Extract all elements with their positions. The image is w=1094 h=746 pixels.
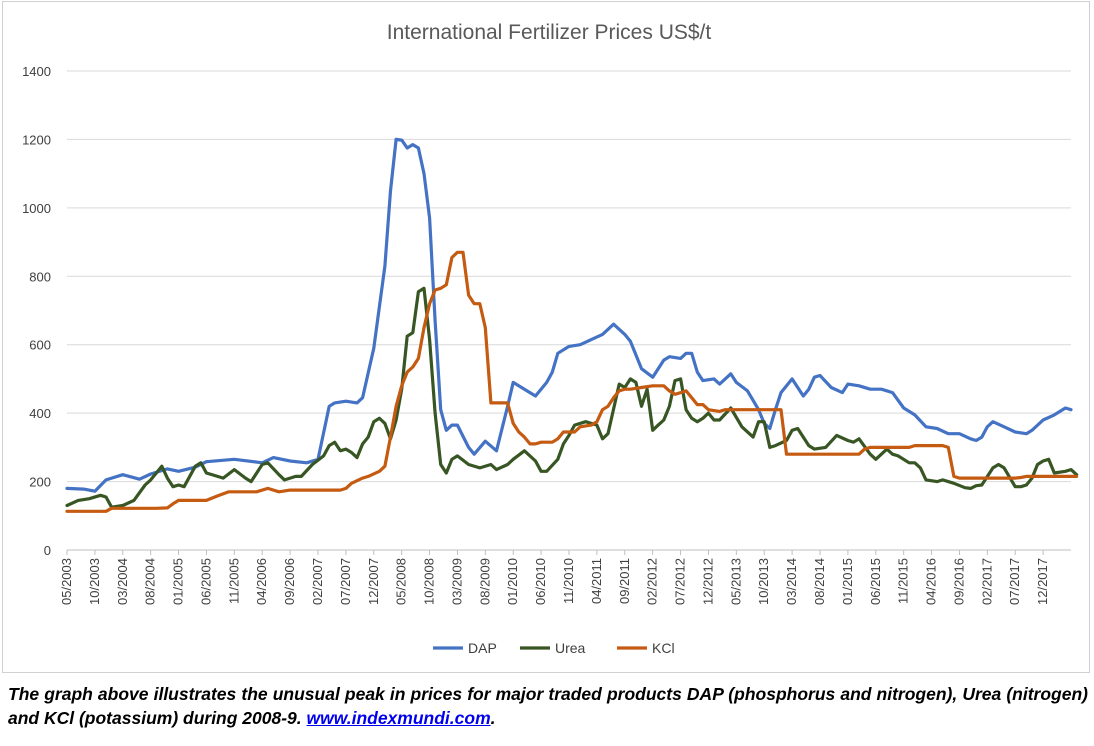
x-tick-label: 08/2004 [143, 558, 158, 605]
x-tick-label: 05/2003 [59, 558, 74, 605]
x-tick-label: 04/2011 [589, 558, 604, 604]
x-tick-label: 09/2016 [951, 558, 966, 605]
x-tick-label: 06/2010 [533, 558, 548, 605]
y-tick-label: 800 [29, 269, 51, 284]
x-tick-label: 11/2010 [561, 558, 576, 604]
x-tick-label: 03/2014 [784, 558, 799, 605]
y-tick-label: 600 [29, 338, 51, 353]
y-tick-label: 1400 [22, 64, 51, 79]
x-tick-label: 07/2012 [673, 558, 688, 605]
x-tick-label: 06/2015 [868, 558, 883, 605]
x-tick-label: 04/2006 [254, 558, 269, 605]
chart-title: International Fertilizer Prices US$/t [387, 21, 712, 44]
x-tick-label: 03/2009 [449, 558, 464, 605]
y-tick-label: 400 [29, 406, 51, 421]
x-tick-label: 02/2007 [310, 558, 325, 605]
x-tick-label: 12/2007 [366, 558, 381, 605]
legend-label-dap: DAP [468, 640, 497, 656]
x-tick-label: 12/2012 [700, 558, 715, 605]
figure-caption: The graph above illustrates the unusual … [8, 682, 1088, 730]
x-tick-label: 06/2005 [198, 558, 213, 605]
x-tick-label: 11/2005 [226, 558, 241, 604]
y-tick-label: 200 [29, 475, 51, 490]
series-line-kcl [65, 250, 1079, 513]
x-tick-label: 01/2015 [840, 558, 855, 605]
x-tick-label: 10/2008 [422, 558, 437, 605]
x-tick-label: 11/2015 [896, 558, 911, 604]
x-tick-label: 02/2017 [979, 558, 994, 605]
x-tick-label: 01/2010 [505, 558, 520, 605]
caption-end: . [490, 708, 496, 728]
x-tick-label: 12/2017 [1035, 558, 1050, 605]
x-tick-label: 09/2011 [617, 558, 632, 604]
x-tick-label: 05/2013 [728, 558, 743, 605]
legend-label-urea: Urea [555, 640, 586, 656]
series-line-urea [65, 286, 1079, 509]
indexmundi-link[interactable]: www.indexmundi.com [306, 708, 491, 728]
x-tick-label: 09/2006 [282, 558, 297, 605]
x-tick-label: 03/2004 [115, 558, 130, 605]
x-tick-label: 05/2008 [394, 558, 409, 605]
x-tick-label: 02/2012 [645, 558, 660, 605]
y-tick-label: 0 [44, 543, 51, 558]
x-tick-label: 01/2005 [171, 558, 186, 605]
x-tick-label: 07/2017 [1007, 558, 1022, 605]
series-line-dap [65, 137, 1073, 493]
x-tick-label: 10/2003 [87, 558, 102, 605]
x-tick-label: 08/2014 [812, 558, 827, 605]
x-tick-label: 04/2016 [924, 558, 939, 605]
line-chart: International Fertilizer Prices US$/t 02… [22, 21, 1079, 656]
caption-text: The graph above illustrates the unusual … [8, 684, 1088, 728]
y-tick-label: 1200 [22, 132, 51, 147]
x-tick-label: 07/2007 [338, 558, 353, 605]
y-tick-label: 1000 [22, 201, 51, 216]
legend-label-kcl: KCl [652, 640, 675, 656]
x-tick-label: 10/2013 [756, 558, 771, 605]
x-tick-label: 08/2009 [477, 558, 492, 605]
